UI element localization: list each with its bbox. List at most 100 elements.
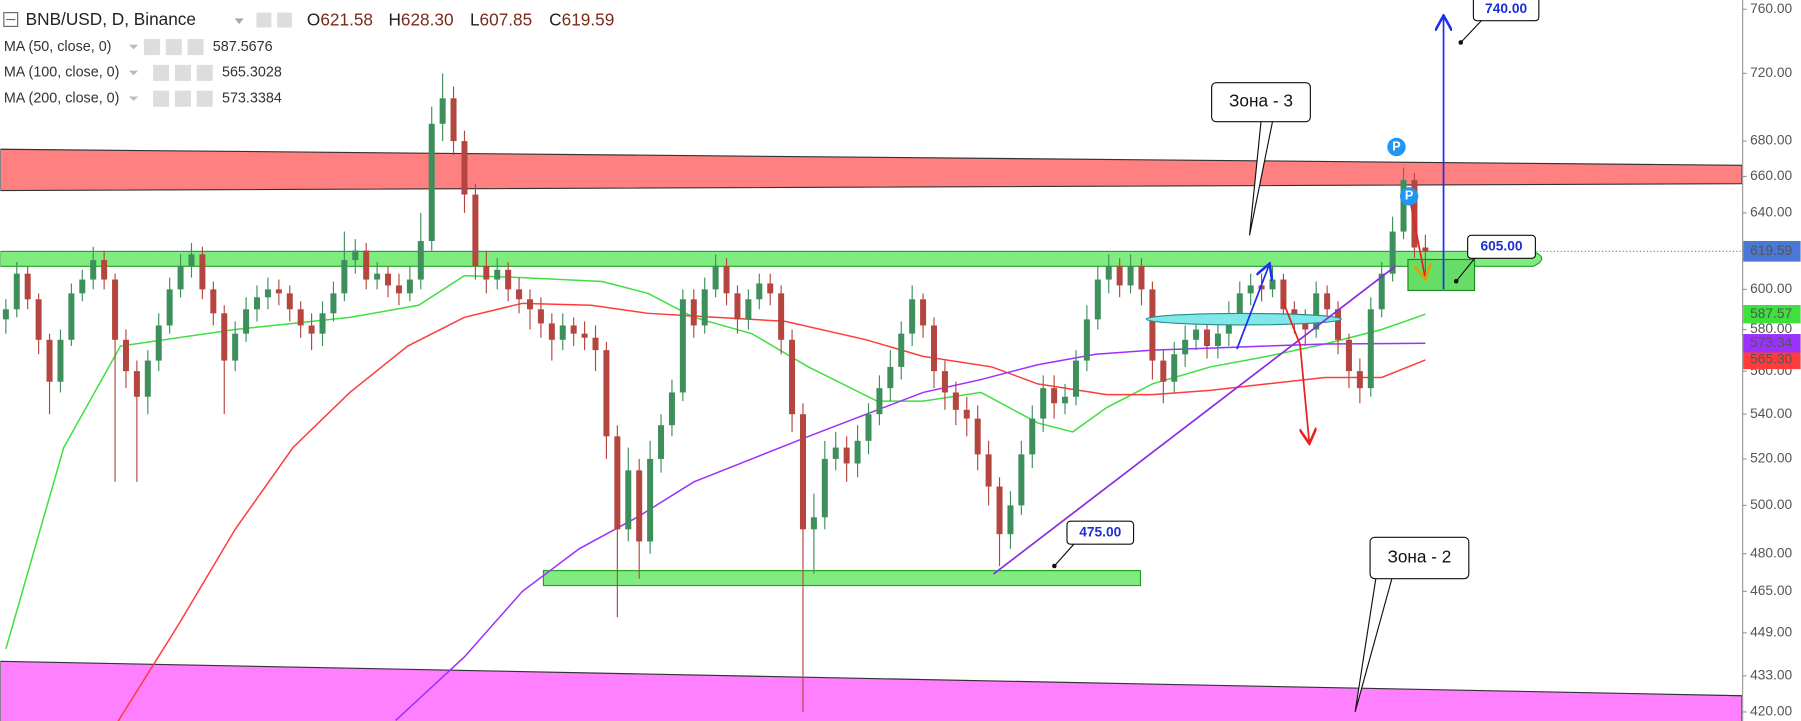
- candle-body: [1214, 333, 1221, 346]
- candle-body: [221, 313, 228, 361]
- icon[interactable]: [196, 64, 213, 81]
- candle-body: [210, 289, 217, 314]
- candle-body: [909, 299, 916, 334]
- candle-body: [101, 260, 108, 280]
- candle-body: [1149, 289, 1156, 361]
- dropdown[interactable]: [128, 96, 139, 102]
- callout-label: 605.00: [1480, 238, 1522, 253]
- ma-name[interactable]: MA (50, close, 0): [4, 39, 112, 55]
- drawings-front: 740.00 605.00 475.00 Зона - 3 Зона - 2 P…: [992, 0, 1540, 712]
- zone-label: Зона - 3: [1229, 91, 1293, 111]
- candle-body: [1040, 388, 1047, 419]
- candle-body: [1269, 279, 1276, 290]
- icon[interactable]: [153, 64, 170, 81]
- candle-body: [570, 325, 577, 334]
- y-tick-label: 500.00: [1750, 497, 1792, 512]
- icon[interactable]: [153, 90, 170, 107]
- candle-body: [887, 366, 894, 389]
- icon[interactable]: [187, 39, 204, 56]
- dropdown[interactable]: [234, 18, 244, 25]
- candle-body: [843, 447, 850, 464]
- candle-body: [1105, 265, 1112, 280]
- candle-body: [374, 273, 381, 280]
- candle-body: [1171, 354, 1178, 382]
- candle-body: [1280, 279, 1287, 310]
- candle-body: [1258, 285, 1265, 290]
- ma-value: 565.3028: [222, 65, 282, 81]
- candle-body: [1083, 319, 1090, 361]
- candle-body: [1127, 265, 1134, 286]
- candle-body: [559, 325, 566, 340]
- range-ellipse: [1145, 312, 1342, 326]
- zone-label: Зона - 2: [1387, 547, 1451, 567]
- candle-body: [199, 254, 206, 290]
- candle-body: [264, 289, 271, 298]
- candle-body: [57, 339, 64, 382]
- callout-pointer: [1460, 20, 1482, 43]
- callout-pointer: [1248, 121, 1274, 236]
- candle-body: [35, 299, 42, 340]
- callout-box: [1211, 82, 1311, 123]
- candle-body: [188, 254, 195, 266]
- candle-body: [734, 293, 741, 320]
- candle-body: [1094, 279, 1101, 320]
- candle-body: [537, 309, 544, 324]
- dropdown[interactable]: [128, 70, 139, 76]
- callout-box: [1369, 536, 1470, 580]
- candle-body: [854, 440, 861, 464]
- icon[interactable]: [196, 90, 213, 107]
- candle-body: [581, 333, 588, 338]
- candle-body: [865, 414, 872, 441]
- candle-body: [701, 289, 708, 326]
- chart-title[interactable]: BNB/USD, D, Binance: [26, 9, 196, 29]
- candle-body: [68, 293, 75, 340]
- icon[interactable]: [143, 39, 160, 56]
- callout-box: [1472, 0, 1540, 22]
- candle-body: [232, 333, 239, 361]
- candle-body: [13, 273, 20, 310]
- icon[interactable]: [174, 64, 191, 81]
- candle-body: [1422, 247, 1429, 252]
- candle-body: [810, 517, 817, 530]
- dropdown[interactable]: [128, 44, 139, 50]
- candle-body: [505, 269, 512, 290]
- icon[interactable]: [256, 12, 272, 28]
- callout-pointer: [1455, 256, 1477, 282]
- icon[interactable]: [277, 12, 293, 28]
- candle-body: [614, 436, 621, 530]
- candle-body: [1203, 329, 1210, 346]
- candle-body: [363, 250, 370, 280]
- candle-body: [920, 299, 927, 326]
- ohlc: O621.58: [307, 9, 373, 29]
- candle-body: [494, 269, 501, 280]
- candle-body: [275, 289, 282, 294]
- icon[interactable]: [165, 39, 182, 56]
- marker: [1387, 137, 1406, 157]
- y-tick-label: 420.00: [1750, 704, 1792, 719]
- callout-dot: [1458, 40, 1464, 45]
- candle-body: [243, 309, 250, 334]
- price-tag: [1743, 240, 1801, 262]
- candle-body: [385, 273, 392, 286]
- y-tick-label: 465.00: [1750, 583, 1792, 598]
- candle-body: [1302, 319, 1309, 330]
- candle-body: [1345, 339, 1352, 372]
- arrow-segment: [1282, 300, 1301, 345]
- candle-body: [767, 283, 774, 294]
- candle-body: [1389, 231, 1396, 274]
- ma-name[interactable]: MA (200, close, 0): [4, 91, 120, 107]
- candle-body: [1411, 180, 1418, 248]
- candle-body: [1356, 371, 1363, 389]
- candle-body: [483, 265, 490, 280]
- candle-body: [1324, 293, 1331, 310]
- support-band-low: [542, 570, 1142, 587]
- candle-body: [625, 470, 632, 530]
- icon[interactable]: [174, 90, 191, 107]
- candle-body: [658, 425, 665, 459]
- ma-name[interactable]: MA (100, close, 0): [4, 65, 120, 81]
- callout-box: [1467, 234, 1536, 259]
- candle-body: [647, 458, 654, 542]
- ma-tag-label: 587.57: [1750, 306, 1792, 321]
- candle-body: [450, 98, 457, 142]
- candle-body: [133, 371, 140, 397]
